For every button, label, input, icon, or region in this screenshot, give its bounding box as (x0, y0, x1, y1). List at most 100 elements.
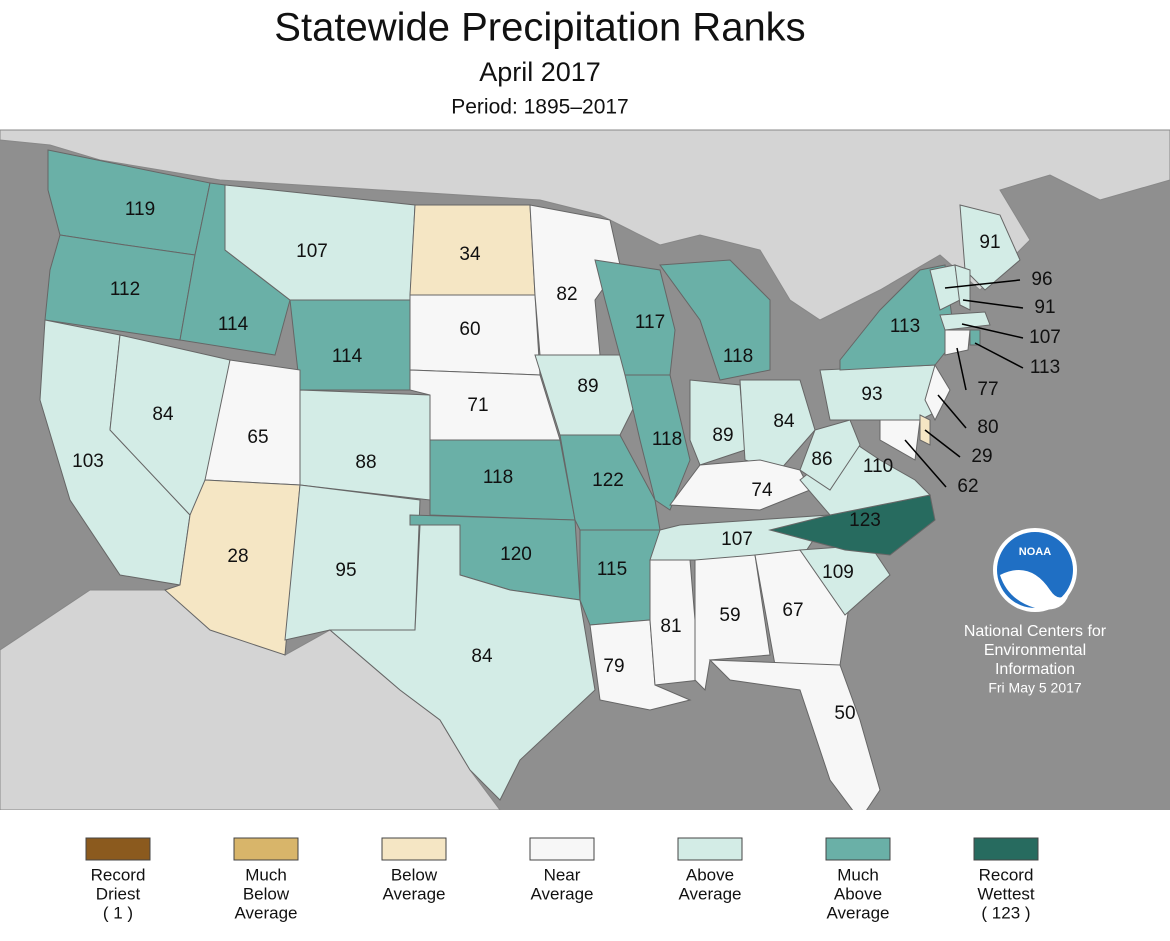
legend-label: Below (391, 865, 438, 884)
state-rank: 28 (227, 546, 248, 567)
canada (0, 129, 1170, 321)
state-rank: 88 (355, 452, 376, 473)
legend-swatch (233, 837, 299, 861)
state (299, 389, 431, 501)
leader-line (937, 394, 967, 429)
state-rank: 114 (218, 314, 249, 335)
state-rank: 71 (467, 395, 488, 416)
credit-line: National Centers for (964, 623, 1107, 640)
legend-swatch (677, 837, 743, 861)
legend-swatch (85, 837, 151, 861)
leader-line (974, 342, 1024, 369)
legend-label: Record (979, 865, 1034, 884)
state (534, 354, 641, 436)
noaa-logo: NOAA (993, 528, 1077, 612)
state-rank: 107 (1029, 327, 1061, 348)
credit-line: Environmental (984, 642, 1086, 659)
state-rank: 84 (152, 404, 174, 425)
legend-label: Below (243, 884, 290, 903)
legend-label: Driest (96, 884, 141, 903)
state (689, 379, 746, 466)
credit-line: Fri May 5 2017 (988, 680, 1082, 696)
leader-line (956, 347, 967, 391)
state-rank: 113 (1030, 357, 1060, 378)
legend-label: Average (382, 884, 445, 903)
state-rank: 118 (723, 346, 753, 367)
state (799, 419, 861, 491)
state-rank: 91 (1034, 297, 1055, 318)
legend-label: Average (678, 884, 741, 903)
credit-line: Information (995, 661, 1075, 678)
state-rank: 62 (957, 476, 978, 497)
state-rank: 79 (603, 656, 624, 677)
state-rank: 110 (863, 456, 893, 477)
title: Statewide Precipitation Ranks (274, 6, 805, 50)
logo-bird (1000, 570, 1070, 610)
state-rank: 112 (110, 279, 140, 300)
state-labels: 119 112 103 84 114 107 114 65 28 88 95 34 60 71 118 120… (72, 199, 1061, 724)
leader-line (962, 299, 1024, 309)
state (954, 264, 971, 311)
period: Period: 1895–2017 (451, 96, 629, 119)
state-rank: 91 (979, 232, 1000, 253)
state-rank: 89 (712, 425, 733, 446)
state-rank: 103 (72, 451, 104, 472)
leader-line (944, 279, 1021, 289)
state-rank: 114 (332, 346, 363, 367)
legend-area (0, 810, 1170, 936)
state-rank: 29 (971, 446, 992, 467)
legend-swatch (381, 837, 447, 861)
state-rank: 115 (597, 559, 627, 580)
leader-line (924, 429, 961, 458)
state-rank: 96 (1031, 269, 1052, 290)
state-rank: 117 (635, 312, 665, 333)
state-rank: 84 (471, 646, 493, 667)
state-rank: 107 (721, 529, 753, 550)
state (659, 259, 771, 381)
legend-label: Average (234, 903, 297, 922)
state-rank: 89 (577, 376, 598, 397)
state-rank: 119 (125, 199, 155, 220)
legend-label: Much (837, 865, 879, 884)
state-rank: 74 (751, 480, 773, 501)
states (39, 149, 1021, 821)
legend-label: Average (826, 903, 889, 922)
state-rank: 80 (977, 417, 998, 438)
state-rank: 107 (296, 241, 328, 262)
leader-line (961, 323, 1024, 339)
legend-label: Record (91, 865, 146, 884)
logo-text: NOAA (1019, 546, 1051, 558)
legend-label: Above (686, 865, 734, 884)
legend-swatch (529, 837, 595, 861)
state (944, 329, 971, 356)
legend-label: Near (544, 865, 581, 884)
legend-label: Wettest (977, 884, 1035, 903)
state-rank: 84 (773, 411, 795, 432)
subtitle: April 2017 (479, 57, 601, 87)
state-rank: 120 (500, 544, 532, 565)
state (649, 559, 701, 686)
legend-swatch (973, 837, 1039, 861)
legend-label: Much (245, 865, 287, 884)
state (624, 374, 691, 511)
state (939, 311, 991, 331)
legend-label: ( 123 ) (981, 903, 1030, 922)
state (879, 419, 921, 461)
state-rank: 95 (335, 560, 356, 581)
state-rank: 50 (834, 703, 855, 724)
state-rank: 60 (459, 319, 480, 340)
state-rank: 77 (977, 379, 998, 400)
state-rank: 113 (890, 316, 920, 337)
state (289, 299, 411, 391)
state-rank: 82 (556, 284, 577, 305)
state (969, 329, 981, 346)
state-rank: 118 (652, 429, 682, 450)
legend-label: ( 1 ) (103, 903, 133, 922)
state-rank: 67 (782, 600, 803, 621)
state-rank: 118 (483, 467, 513, 488)
state (924, 363, 951, 422)
state-rank: 81 (660, 616, 681, 637)
